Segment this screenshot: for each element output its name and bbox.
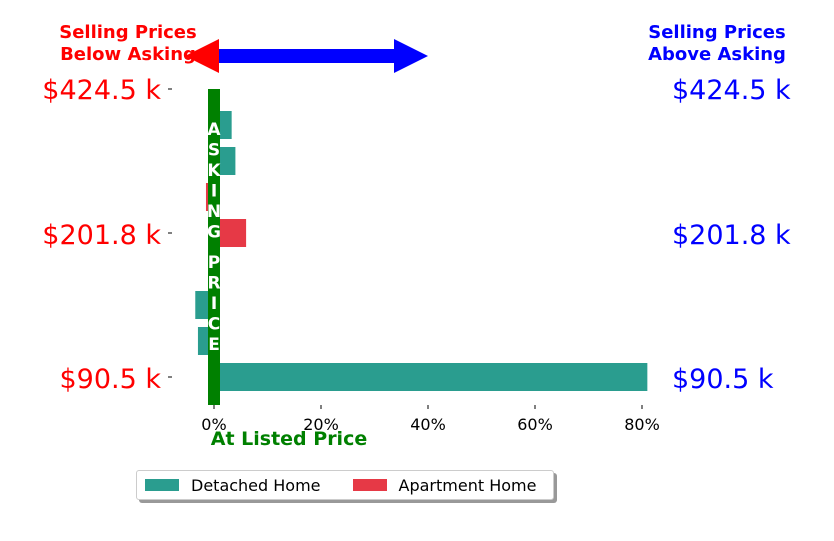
legend-label-detached: Detached Home bbox=[191, 475, 321, 495]
left-tick-label: $424.5 k bbox=[42, 75, 161, 106]
legend-swatch-apartment bbox=[352, 479, 387, 491]
header-below-line1: Selling Prices bbox=[59, 22, 196, 43]
asking-price-letter: I bbox=[211, 294, 217, 314]
legend-swatch-detached bbox=[145, 479, 179, 491]
asking-price-letter: N bbox=[207, 202, 221, 222]
x-tick-label: 60% bbox=[517, 415, 553, 434]
bar-layer bbox=[195, 111, 648, 391]
x-tick-label: 20% bbox=[303, 415, 339, 434]
header-above-line2: Above Asking bbox=[648, 44, 786, 65]
x-tick-label: 80% bbox=[624, 415, 660, 434]
x-axis: 0% 20% 40% 60% 80% bbox=[201, 405, 660, 434]
direction-arrow bbox=[185, 39, 428, 73]
asking-price-letter: C bbox=[208, 315, 220, 335]
asking-price-letter: I bbox=[211, 182, 217, 202]
x-tick-label: 0% bbox=[201, 415, 226, 434]
legend-label-apartment: Apartment Home bbox=[398, 475, 537, 495]
asking-price-letter: G bbox=[207, 223, 221, 243]
legend-item-detached: Detached Home bbox=[137, 476, 321, 495]
bar-detached-home bbox=[214, 363, 648, 391]
left-tick-label: $90.5 k bbox=[59, 364, 161, 395]
legend-item-apartment: Apartment Home bbox=[329, 475, 537, 495]
asking-price-letter: A bbox=[207, 120, 221, 140]
asking-price-letter: E bbox=[208, 335, 220, 355]
left-tick-label: $201.8 k bbox=[42, 220, 161, 251]
right-tick-label: $424.5 k bbox=[672, 75, 791, 106]
x-axis-label: At Listed Price bbox=[211, 428, 367, 450]
legend: Detached Home Apartment Home bbox=[136, 470, 554, 500]
asking-price-letter: S bbox=[208, 141, 220, 161]
asking-price-letter: K bbox=[207, 161, 221, 181]
right-tick-label: $90.5 k bbox=[672, 364, 774, 395]
header-below-line2: Below Asking bbox=[60, 44, 196, 65]
header-above-line1: Selling Prices bbox=[648, 22, 785, 43]
right-tick-label: $201.8 k bbox=[672, 220, 791, 251]
x-tick-label: 40% bbox=[410, 415, 446, 434]
asking-price-letter: R bbox=[207, 274, 220, 294]
asking-price-line bbox=[208, 89, 220, 405]
asking-price-letter: P bbox=[208, 253, 220, 273]
